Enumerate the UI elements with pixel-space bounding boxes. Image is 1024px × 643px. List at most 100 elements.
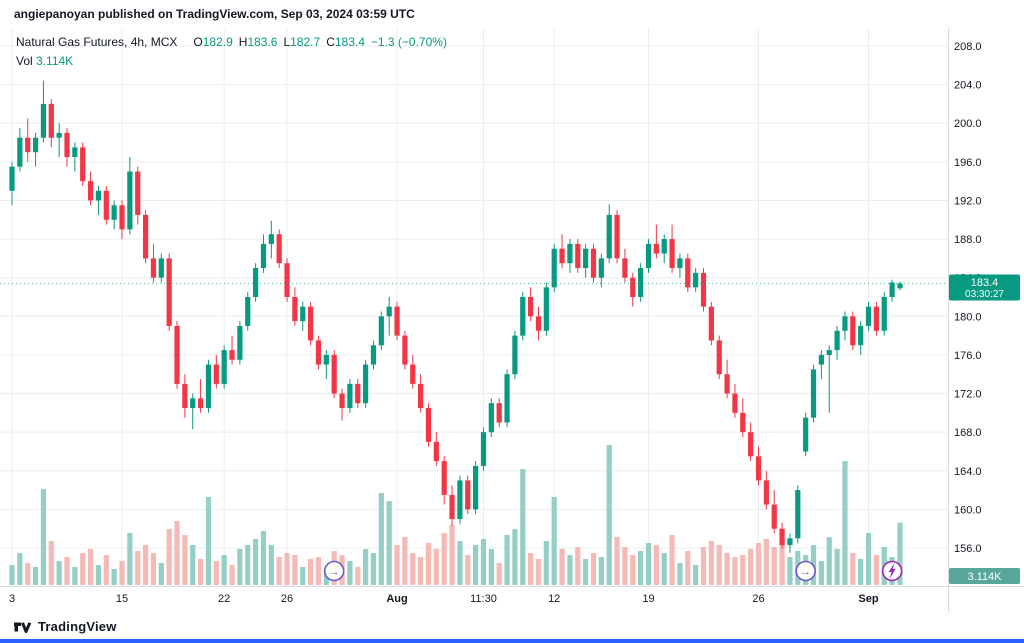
volume-bar [103, 555, 109, 585]
candle-body [441, 461, 447, 495]
candle-body [449, 494, 455, 520]
footer-bar: TradingView [0, 613, 1024, 639]
candle-body [598, 258, 604, 278]
volume-bar [135, 551, 141, 585]
volume-bar [158, 563, 164, 585]
volume-bar [95, 565, 102, 585]
volume-bar [410, 553, 416, 585]
volume-bar [394, 545, 400, 585]
volume-bar [865, 533, 872, 585]
event-marker-circle [323, 560, 345, 582]
candle-body [40, 103, 47, 138]
volume-bar [64, 557, 70, 585]
bottom-accent-bar [0, 639, 1024, 643]
volume-bar [685, 551, 691, 585]
tradingview-wordmark[interactable]: TradingView [38, 618, 117, 634]
volume-bar [842, 461, 848, 585]
volume-bar [716, 545, 722, 585]
ohlc-low-value: 182.7 [290, 35, 321, 49]
candle-body [606, 214, 612, 259]
candle-body [677, 258, 683, 269]
legend-line-1: Natural Gas Futures, 4h, MCX O182.9 H183.6… [16, 34, 447, 50]
candle-body [810, 369, 817, 418]
candle-body [166, 258, 172, 326]
volume-bar [197, 559, 204, 585]
candle-body [881, 296, 887, 331]
candle-body [370, 345, 377, 365]
volume-bar [755, 543, 762, 585]
candle-body [645, 243, 652, 269]
volume-bar [779, 531, 785, 585]
volume-bar [213, 561, 219, 585]
volume-bar [40, 489, 47, 585]
volume-bar [9, 565, 15, 585]
candle-body [873, 306, 879, 331]
candle-body [889, 282, 895, 297]
time-axis-label: 26 [752, 593, 764, 605]
candle-body [622, 258, 628, 278]
tradingview-logo-icon[interactable] [14, 619, 32, 634]
candle-body [535, 316, 542, 331]
volume-bar [260, 531, 267, 585]
volume-bar [190, 545, 196, 585]
event-marker-arrow[interactable]: → [795, 560, 816, 582]
volume-bar [449, 525, 455, 585]
price-axis-label: 180.0 [954, 311, 982, 323]
volume-bar [661, 553, 667, 585]
candle-body [300, 306, 306, 322]
price-axis[interactable]: 208.0204.0200.0196.0192.0188.0184.0180.0… [954, 41, 982, 555]
candle-body [575, 243, 581, 269]
volume-bar [732, 557, 738, 585]
symbol-title[interactable]: Natural Gas Futures, 4h, MCX [16, 35, 178, 49]
event-marker-arrow[interactable]: → [323, 560, 345, 582]
candle-body [410, 364, 416, 384]
volume-bar [378, 493, 384, 585]
candle-body [394, 306, 400, 336]
arrow-icon: → [329, 566, 340, 578]
volume-bar [268, 545, 274, 585]
candle-body [331, 354, 337, 394]
volume-bar [724, 553, 730, 585]
candle-body [174, 325, 180, 384]
candle-body [465, 480, 471, 510]
candle-body [213, 364, 219, 384]
volume-bar [748, 549, 754, 585]
candle-body [72, 147, 78, 158]
candle-body [87, 181, 94, 201]
candle-body [142, 214, 149, 259]
candle-body [716, 340, 722, 375]
volume-bar [496, 563, 502, 585]
candle-body [237, 325, 243, 360]
candle-body [803, 417, 809, 452]
ohlc-high-value: 183.6 [247, 35, 278, 49]
price-axis-label: 200.0 [954, 118, 982, 130]
time-axis-label: 26 [281, 593, 293, 605]
volume-bar [559, 549, 565, 585]
candle-body [284, 263, 290, 297]
time-axis[interactable]: 3 15 22 26 Aug 11:30 12 19 26 Sep [9, 593, 879, 605]
candle-body [693, 272, 699, 288]
candle-body [347, 383, 353, 409]
volume-bar [771, 547, 777, 585]
candle-body [323, 354, 329, 365]
bar-countdown: 03:30:27 [965, 289, 1004, 300]
volume-badge: 3.114K [949, 568, 1020, 584]
volume-bar [504, 535, 510, 585]
volume-bar [425, 543, 432, 585]
price-chart-canvas[interactable]: → → 208.0204.0200.0196.0192.0188.0184.0180… [0, 28, 1024, 613]
publish-header-text: angiepanoyan published on TradingView.co… [14, 7, 415, 21]
candle-body [25, 137, 31, 153]
candle-body [111, 205, 117, 220]
candle-body [638, 268, 644, 297]
candle-body [559, 248, 565, 264]
volume-bar [873, 555, 879, 585]
volume-bar [614, 537, 620, 585]
event-marker-lightning[interactable] [881, 560, 903, 582]
candle-body [197, 398, 204, 409]
candle-body [402, 335, 408, 365]
volume-bar [221, 555, 227, 585]
volume-bar [590, 553, 597, 585]
candle-body [653, 243, 659, 254]
volume-bar [653, 545, 659, 585]
volume-bar [80, 553, 86, 585]
